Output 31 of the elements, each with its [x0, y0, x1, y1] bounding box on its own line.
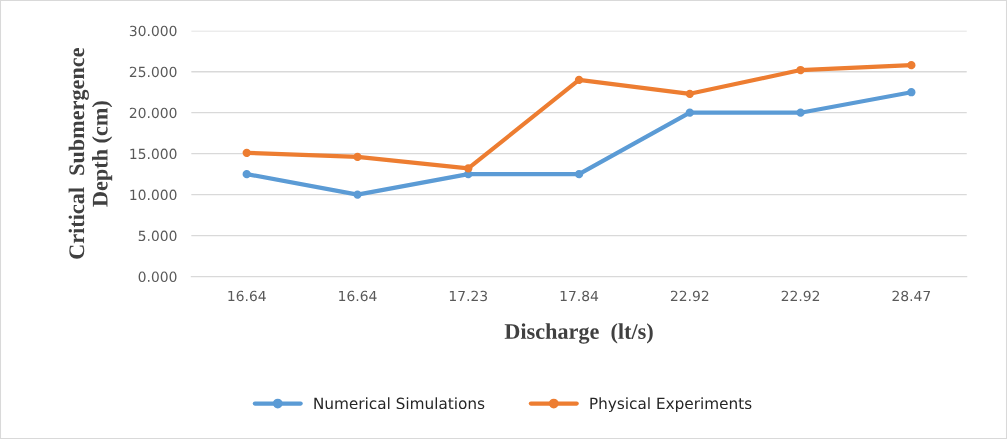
point: [242, 169, 251, 179]
point: [685, 89, 694, 98]
y-axis-title: Critical Submergence Depth (cm): [68, 48, 113, 259]
legend-label: Numerical Simulations: [314, 397, 485, 410]
point: [353, 152, 362, 162]
point: [574, 169, 584, 179]
point: [685, 108, 694, 117]
y-tick-label: 30.000: [129, 25, 177, 37]
point: [464, 164, 473, 173]
y-tick-label: 0.000: [138, 271, 177, 283]
x-tick-label: 16.64: [339, 290, 377, 302]
y-tick-label: 15.000: [130, 148, 177, 160]
x-tick-label: 28.47: [892, 290, 931, 302]
point: [907, 60, 916, 70]
point: [353, 190, 362, 199]
x-tick-label: 22.92: [781, 290, 820, 302]
x-tick-label: 22.92: [670, 290, 709, 302]
point: [796, 65, 805, 75]
y-tick-label: 10.000: [130, 189, 177, 201]
y-tick-label: 25.000: [129, 66, 177, 78]
y-tick-label: 20.000: [129, 107, 177, 119]
legend-label: Physical Experiments: [590, 397, 752, 413]
x-tick-label: 17.23: [449, 290, 488, 302]
x-tick-label: 17.84: [560, 290, 599, 302]
point: [242, 148, 251, 157]
point: [796, 108, 805, 117]
x-axis-title: Discharge (lt/s): [504, 323, 653, 344]
x-tick-label: 16.64: [228, 290, 266, 302]
y-tick-label: 5.000: [138, 230, 177, 242]
point: [907, 88, 916, 97]
point: [574, 75, 584, 85]
